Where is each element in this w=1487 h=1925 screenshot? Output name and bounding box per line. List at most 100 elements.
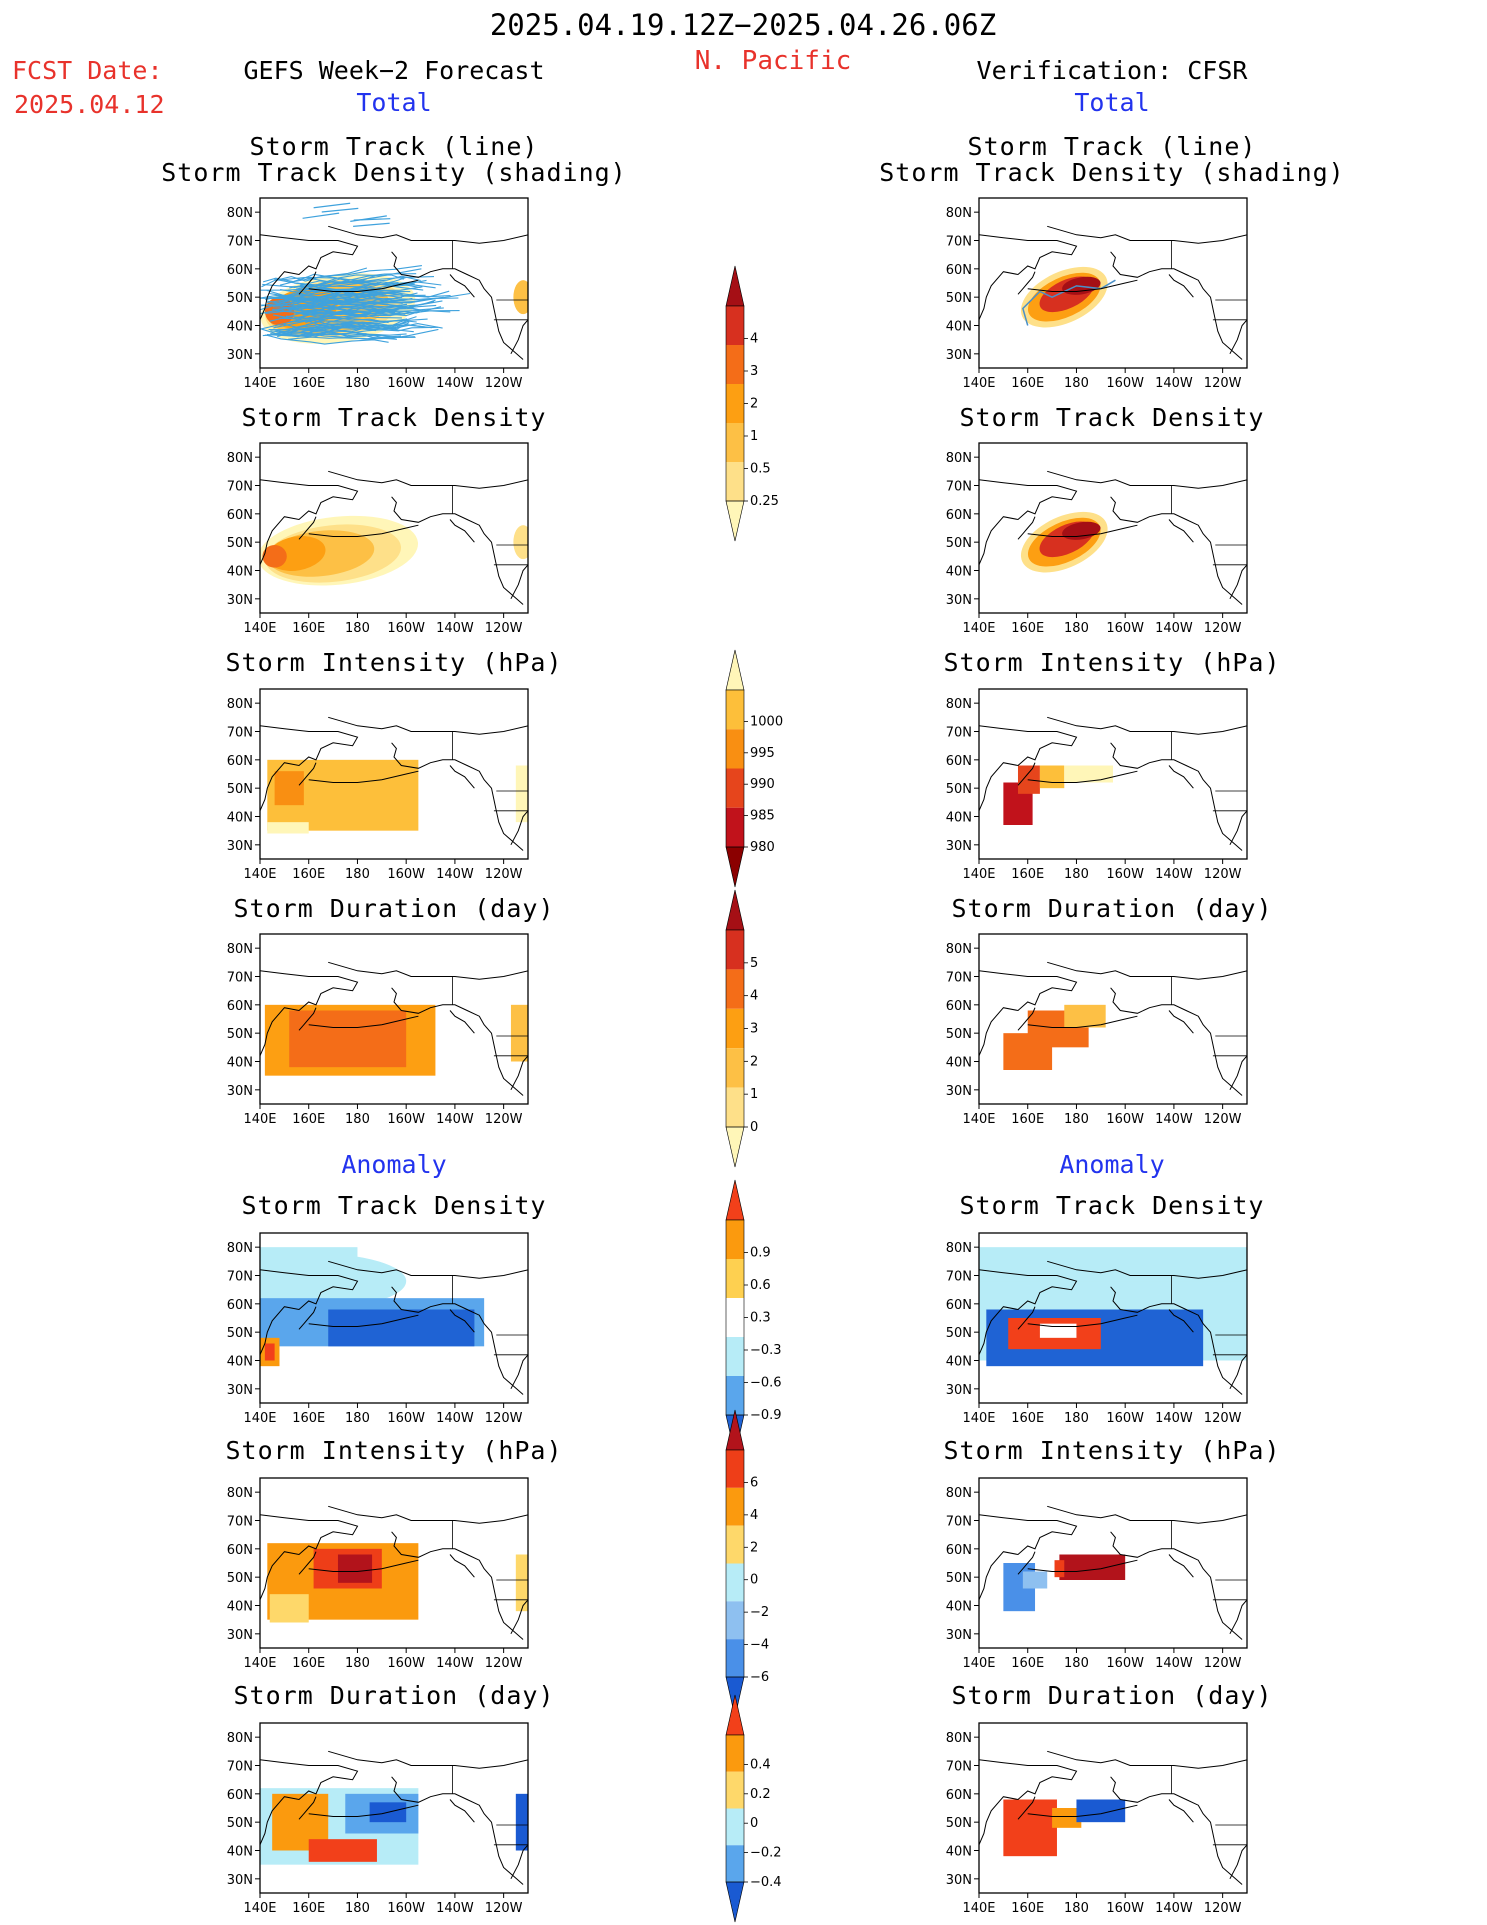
lat-tick-label: 80N xyxy=(227,1731,253,1746)
map-panel-0-1: 80N 70N 60N 50N 40N 30N 140E 160E 180 160W 140W 120… xyxy=(227,442,529,636)
storm-track-line xyxy=(273,310,420,329)
gefs-density-title: Storm Track Density xyxy=(241,403,547,432)
storm-track-line xyxy=(265,288,402,301)
coastline xyxy=(449,1010,475,1034)
colorbar-label: −6 xyxy=(750,1670,769,1685)
lon-tick-label: 120W xyxy=(485,1112,523,1127)
colorbar-label: 4 xyxy=(750,332,758,347)
coastline xyxy=(391,1776,524,1885)
fcst-date-label: FCST Date: xyxy=(12,56,163,85)
lat-tick-label: 70N xyxy=(946,1760,972,1775)
cfsr-anom-duration-title: Storm Duration (day) xyxy=(951,1681,1273,1710)
storm-track-line xyxy=(265,334,389,345)
lon-tick-label: 140W xyxy=(1155,1901,1193,1916)
coastline xyxy=(298,762,317,786)
colorbar-intensity_anom: 6 4 2 0 −2 −4 −6 xyxy=(725,1409,769,1718)
lat-tick-label: 50N xyxy=(227,1027,253,1042)
storm-track-line xyxy=(288,303,444,311)
lon-tick-label: 120W xyxy=(485,376,523,391)
colorbar-label: 985 xyxy=(750,809,775,824)
map-panel-1-0: 80N 70N 60N 50N 40N 30N 140E 160E 180 160W 140W 120… xyxy=(946,197,1248,391)
lat-tick-label: 80N xyxy=(946,451,972,466)
shaded-field xyxy=(1059,1554,1126,1580)
map-panel-1-5: 80N 70N 60N 50N 40N 30N 140E 160E 180 160W 140W 120… xyxy=(946,1477,1248,1671)
coastline xyxy=(449,1554,475,1578)
lon-tick-label: 140W xyxy=(1155,1656,1193,1671)
coastline xyxy=(1110,1776,1243,1885)
map-frame xyxy=(978,1722,1248,1894)
lat-tick-label: 30N xyxy=(227,839,253,854)
shaded-field xyxy=(515,1554,528,1612)
storm-track-line xyxy=(293,274,404,289)
lat-tick-label: 80N xyxy=(227,1486,253,1501)
lon-tick-label: 140E xyxy=(243,1411,276,1426)
coastline xyxy=(308,1804,419,1817)
shaded-field xyxy=(1022,1571,1048,1589)
lon-tick-label: 180 xyxy=(1064,1901,1089,1916)
coastline xyxy=(449,765,475,789)
lat-tick-label: 30N xyxy=(227,593,253,608)
lat-tick-label: 30N xyxy=(227,1873,253,1888)
lon-tick-label: 140E xyxy=(243,1112,276,1127)
colorbar-label: 1 xyxy=(750,1087,758,1102)
colorbar-label: 2 xyxy=(750,397,758,412)
coastline xyxy=(1168,274,1194,298)
map-panel-0-4: 80N 70N 60N 50N 40N 30N 140E 160E 180 160W 140W 120… xyxy=(227,1232,529,1426)
storm-track-line xyxy=(279,265,422,286)
coastline xyxy=(1168,1554,1194,1578)
coastline xyxy=(449,274,475,298)
colorbar-label: 0.5 xyxy=(750,462,771,477)
lon-tick-label: 140W xyxy=(436,1656,474,1671)
colorbar-label: −4 xyxy=(750,1638,769,1653)
lat-tick-label: 30N xyxy=(227,1628,253,1643)
coastline xyxy=(1168,1010,1194,1034)
period-title: 2025.04.19.12Z−2025.04.26.06Z xyxy=(489,8,997,42)
shaded-field xyxy=(979,1247,1247,1282)
shaded-field xyxy=(289,1010,407,1068)
lat-tick-label: 80N xyxy=(946,206,972,221)
map-panel-1-3: 80N 70N 60N 50N 40N 30N 140E 160E 180 160W 140W 120… xyxy=(946,933,1248,1127)
lon-tick-label: 140E xyxy=(243,376,276,391)
lon-tick-label: 160W xyxy=(1106,376,1144,391)
lon-tick-label: 120W xyxy=(485,1901,523,1916)
coastline xyxy=(298,1796,317,1820)
coastline xyxy=(1047,1260,1247,1279)
lon-tick-label: 180 xyxy=(1064,376,1089,391)
lon-tick-label: 160E xyxy=(1011,376,1044,391)
shaded-field xyxy=(1062,521,1101,540)
coastline xyxy=(328,225,528,244)
lat-tick-label: 60N xyxy=(227,1788,253,1803)
colorbar-label: −0.2 xyxy=(750,1846,782,1861)
lat-tick-label: 60N xyxy=(227,508,253,523)
lat-tick-label: 70N xyxy=(227,235,253,250)
coastline xyxy=(1027,524,1138,537)
storm-track-line xyxy=(278,286,411,306)
lat-tick-label: 40N xyxy=(227,1845,253,1860)
lat-tick-label: 70N xyxy=(227,480,253,495)
colorbar-label: 0 xyxy=(750,1120,758,1135)
lon-tick-label: 140W xyxy=(1155,621,1193,636)
lat-tick-label: 30N xyxy=(946,593,972,608)
coastline xyxy=(391,742,524,851)
lon-tick-label: 160E xyxy=(1011,621,1044,636)
coastline xyxy=(449,519,475,543)
map-frame xyxy=(259,197,529,369)
lat-tick-label: 40N xyxy=(946,811,972,826)
coastline xyxy=(1017,1551,1036,1575)
coastline xyxy=(1229,564,1247,600)
coastline xyxy=(1229,1844,1247,1880)
colorbar-label: 0.6 xyxy=(750,1278,771,1293)
storm-track-line xyxy=(279,309,422,320)
lon-tick-label: 160E xyxy=(1011,1656,1044,1671)
lon-tick-label: 160E xyxy=(1011,1411,1044,1426)
coastline xyxy=(328,1260,528,1279)
map-panel-1-2: 80N 70N 60N 50N 40N 30N 140E 160E 180 160W 140W 120… xyxy=(946,688,1248,882)
colorbar-duration_anom: 0.4 0.2 0 −0.2 −0.4 xyxy=(725,1694,782,1923)
lat-tick-label: 40N xyxy=(227,565,253,580)
storm-track-line xyxy=(300,292,471,300)
colorbar-label: 5 xyxy=(750,956,758,971)
lat-tick-label: 70N xyxy=(227,726,253,741)
lon-tick-label: 160E xyxy=(1011,867,1044,882)
gefs-anom-intensity-title: Storm Intensity (hPa) xyxy=(225,1436,563,1465)
coastline xyxy=(260,970,359,1056)
